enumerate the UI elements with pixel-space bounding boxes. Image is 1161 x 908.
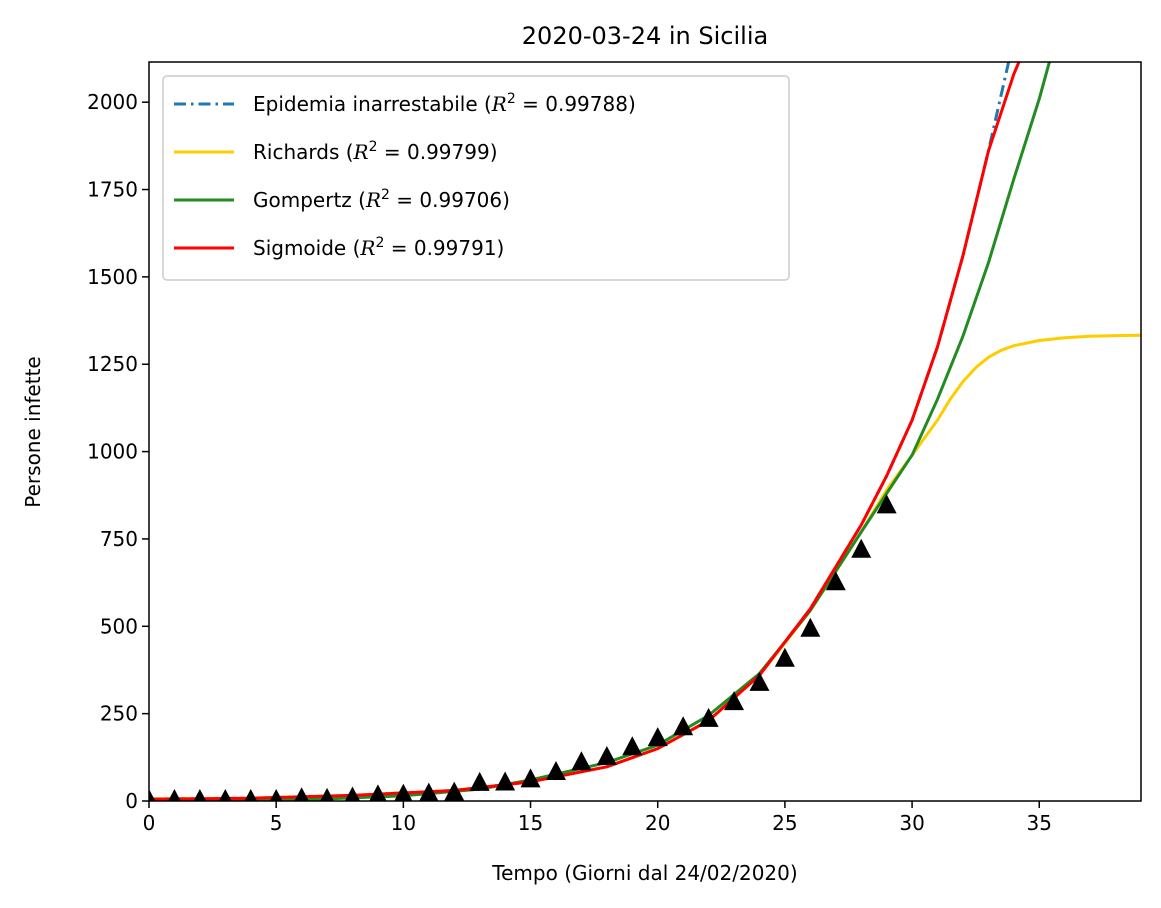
y-tick-label: 1250 <box>87 352 138 376</box>
series-line-richards <box>149 333 1141 801</box>
observed-point <box>622 736 643 756</box>
y-tick-label: 500 <box>100 614 138 638</box>
observed-point <box>269 788 283 801</box>
x-tick-label: 15 <box>518 811 543 835</box>
observed-point <box>419 782 439 801</box>
y-tick-label: 1000 <box>87 440 138 464</box>
observed-point <box>800 617 821 637</box>
legend-label: Epidemia inarrestabile (R2 = 0.99788) <box>253 91 636 116</box>
observed-point <box>344 786 361 801</box>
x-tick-label: 20 <box>645 811 670 835</box>
y-tick-label: 750 <box>100 527 138 551</box>
x-tick-label: 5 <box>270 811 283 835</box>
observed-point <box>369 784 387 801</box>
observed-point <box>545 760 566 780</box>
observed-point <box>698 707 719 727</box>
observed-point <box>218 788 232 801</box>
y-tick-label: 2000 <box>87 90 138 114</box>
x-tick-label: 0 <box>143 811 156 835</box>
observed-point <box>724 691 745 711</box>
y-tick-label: 1750 <box>87 178 138 202</box>
observed-point <box>774 647 795 667</box>
y-tick-label: 250 <box>100 702 138 726</box>
plot-frame <box>148 61 1142 802</box>
observed-point <box>444 781 465 801</box>
observed-point <box>520 768 541 788</box>
observed-point <box>193 788 207 801</box>
observed-point <box>571 751 592 771</box>
observed-point <box>825 571 846 591</box>
observed-point <box>320 787 334 801</box>
observed-point <box>244 788 258 801</box>
observed-point <box>294 787 309 801</box>
observed-point <box>673 716 694 736</box>
chart-title: 2020-03-24 in Sicilia <box>522 22 768 50</box>
observed-point <box>394 783 413 801</box>
observed-markers <box>149 494 897 801</box>
observed-point <box>149 788 156 801</box>
x-axis-title: Tempo (Giorni dal 24/02/2020) <box>491 861 797 885</box>
y-tick-label: 1500 <box>87 265 138 289</box>
x-axis: 0 5 10 15 20 25 30 35 <box>143 801 1052 835</box>
series-line-sigmoide <box>149 62 1021 801</box>
y-axis: 0 250 500 750 1000 1250 1500 1750 2000 <box>87 90 149 813</box>
legend-box <box>162 75 790 281</box>
x-tick-label: 30 <box>899 811 924 835</box>
legend-label: Sigmoide (R2 = 0.99791) <box>253 235 504 260</box>
observed-point <box>876 494 897 514</box>
legend-label: Richards (R2 = 0.99799) <box>253 139 498 164</box>
y-tick-label: 0 <box>125 789 138 813</box>
x-tick-label: 25 <box>772 811 797 835</box>
observed-point <box>851 538 872 558</box>
observed-point <box>749 671 770 691</box>
observed-point <box>495 771 516 791</box>
x-tick-label: 35 <box>1027 811 1052 835</box>
legend-label: Gompertz (R2 = 0.99706) <box>253 187 510 212</box>
legend: Epidemia inarrestabile (R2 = 0.99788) Ric… <box>162 75 790 281</box>
observed-point <box>168 788 181 801</box>
observed-point <box>469 771 490 791</box>
observed-point <box>647 727 668 747</box>
x-tick-label: 10 <box>391 811 416 835</box>
observed-point <box>596 745 617 765</box>
y-axis-title: Persone infette <box>21 356 45 507</box>
